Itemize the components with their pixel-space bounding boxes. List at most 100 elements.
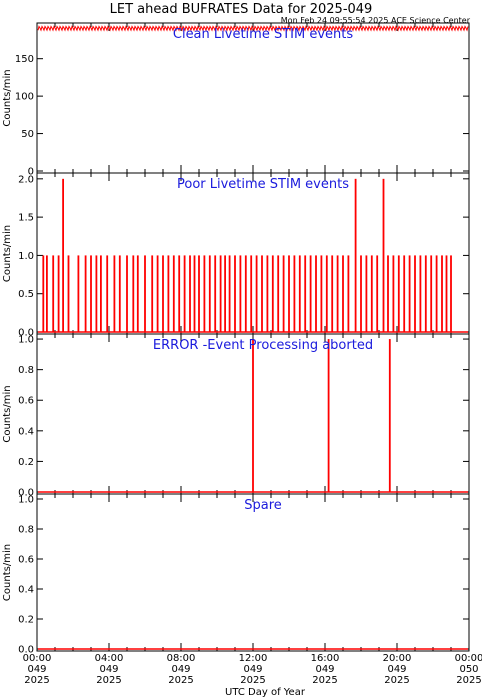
x-tick-label-year: 2025 bbox=[168, 675, 193, 686]
y-tick-label: 1.0 bbox=[18, 251, 34, 262]
spike-mark bbox=[183, 255, 186, 332]
x-tick-label-doy: 049 bbox=[387, 664, 406, 675]
spike-mark bbox=[388, 339, 391, 492]
spike-mark bbox=[277, 255, 280, 332]
x-tick-label-year: 2025 bbox=[312, 675, 337, 686]
spike-mark bbox=[42, 255, 45, 332]
spike-mark bbox=[408, 255, 411, 332]
spike-mark bbox=[370, 255, 373, 332]
spike-mark bbox=[214, 255, 217, 332]
x-tick-label-doy: 049 bbox=[99, 664, 118, 675]
spike-mark bbox=[320, 255, 323, 332]
x-tick-label-time: 20:00 bbox=[383, 653, 412, 664]
x-tick-label-time: 00:00 bbox=[23, 653, 52, 664]
x-tick-label-year: 2025 bbox=[240, 675, 265, 686]
spike-mark bbox=[331, 255, 334, 332]
spike-mark bbox=[224, 255, 226, 332]
x-tick-label-time: 04:00 bbox=[95, 653, 124, 664]
spike-mark bbox=[84, 255, 87, 332]
spike-mark bbox=[266, 255, 269, 332]
x-tick-label-doy: 050 bbox=[459, 664, 478, 675]
spike-mark bbox=[387, 255, 389, 332]
y-tick-label: 0.0 bbox=[18, 645, 34, 656]
spike-mark bbox=[144, 255, 146, 332]
spike-mark bbox=[219, 255, 222, 332]
spike-mark bbox=[419, 255, 422, 332]
x-tick-label-doy: 049 bbox=[171, 664, 190, 675]
y-tick-label: 100 bbox=[15, 92, 34, 103]
y-tick-label: 0.5 bbox=[18, 289, 34, 300]
spike-mark bbox=[255, 255, 258, 332]
x-tick-label-time: 12:00 bbox=[239, 653, 268, 664]
spike-mark bbox=[282, 255, 285, 332]
spike-mark bbox=[126, 255, 128, 332]
spike-mark bbox=[77, 255, 80, 332]
spike-mark bbox=[198, 255, 200, 332]
spike-mark bbox=[354, 178, 357, 332]
x-tick-label-time: 16:00 bbox=[311, 653, 340, 664]
x-tick-label-time: 08:00 bbox=[167, 653, 196, 664]
chart-title: LET ahead BUFRATES Data for 2025-049 bbox=[110, 2, 373, 17]
spike-mark bbox=[90, 255, 92, 332]
spike-mark bbox=[106, 255, 109, 332]
spike-mark bbox=[342, 255, 344, 332]
y-tick-label: 1.0 bbox=[18, 335, 34, 346]
spike-mark bbox=[189, 255, 191, 332]
y-tick-label: 0.6 bbox=[18, 555, 34, 566]
spike-mark bbox=[113, 255, 116, 332]
spike-mark bbox=[450, 255, 452, 332]
x-tick-label-year: 2025 bbox=[96, 675, 121, 686]
spike-mark bbox=[441, 255, 443, 332]
spike-mark bbox=[52, 255, 55, 332]
panel-label: ERROR -Event Processing aborted bbox=[153, 338, 373, 353]
y-tick-label: 1.0 bbox=[18, 495, 34, 506]
spike-mark bbox=[156, 255, 159, 332]
spike-mark bbox=[336, 255, 339, 332]
spike-mark bbox=[309, 255, 312, 332]
panel-label: Spare bbox=[244, 498, 282, 513]
spike-mark bbox=[95, 255, 98, 332]
spike-mark bbox=[315, 255, 317, 332]
y-tick-label: 150 bbox=[15, 54, 34, 65]
y-tick-label: 1.5 bbox=[18, 213, 34, 224]
spike-mark bbox=[136, 255, 139, 332]
y-tick-label: 0.2 bbox=[18, 457, 34, 468]
y-tick-label: 0.0 bbox=[18, 328, 34, 339]
y-tick-label: 0.4 bbox=[18, 426, 34, 437]
panel-label: Clean Livetime STIM events bbox=[173, 27, 353, 42]
y-axis-label: Counts/min bbox=[2, 544, 13, 601]
spike-mark bbox=[57, 255, 60, 332]
spike-mark bbox=[118, 255, 121, 332]
y-tick-label: 0.0 bbox=[18, 488, 34, 499]
y-axis-label: Counts/min bbox=[2, 225, 13, 282]
x-tick-label-year: 2025 bbox=[24, 675, 49, 686]
y-tick-label: 2.0 bbox=[18, 174, 34, 185]
spike-mark bbox=[167, 255, 170, 332]
y-tick-label: 0.4 bbox=[18, 585, 34, 596]
spike-mark bbox=[172, 255, 175, 332]
spike-mark bbox=[347, 255, 350, 332]
x-axis-label: UTC Day of Year bbox=[225, 687, 306, 698]
spike-mark bbox=[46, 255, 48, 332]
x-tick-label-doy: 049 bbox=[243, 664, 262, 675]
spike-mark bbox=[397, 255, 400, 332]
y-tick-label: 50 bbox=[21, 129, 34, 140]
spike-mark bbox=[203, 255, 206, 332]
spike-mark bbox=[62, 178, 64, 332]
spike-mark bbox=[178, 255, 181, 332]
spike-mark bbox=[382, 178, 385, 332]
spike-mark bbox=[293, 255, 296, 332]
y-tick-label: 0 bbox=[28, 167, 34, 178]
spike-mark bbox=[288, 255, 290, 332]
chart-timestamp: Mon Feb 24 09:55:54 2025 ACE Science Cen… bbox=[281, 16, 471, 25]
spike-mark bbox=[298, 255, 301, 332]
spike-mark bbox=[250, 255, 253, 332]
spike-mark bbox=[228, 255, 231, 332]
x-tick-label-time: 00:00 bbox=[455, 653, 482, 664]
spike-mark bbox=[132, 255, 135, 332]
spike-mark bbox=[162, 255, 164, 332]
y-tick-label: 0.8 bbox=[18, 365, 34, 376]
spike-mark bbox=[327, 339, 330, 492]
